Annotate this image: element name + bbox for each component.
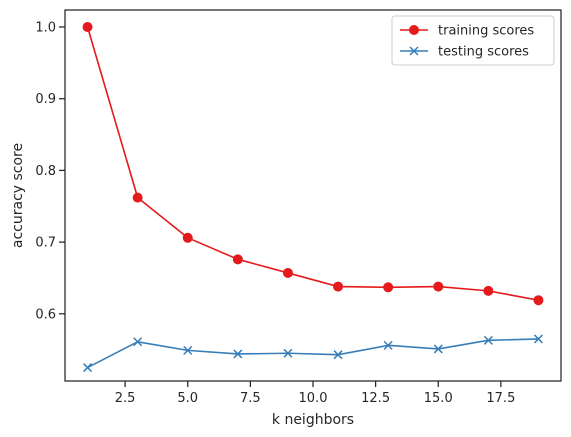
ticks: 2.5 5.0 7.5 10.0 12.5 15.0 17.5 0.6 0.7 0.8 0.9 1.0: [35, 20, 515, 406]
data-point: [183, 345, 193, 355]
legend-entry: training scores: [400, 24, 534, 39]
data-point: [433, 344, 443, 354]
data-point: [283, 348, 293, 358]
y-tick-label: 0.8: [35, 164, 56, 179]
legend-marker: [409, 46, 419, 56]
data-point: [383, 282, 394, 293]
legend-entry: testing scores: [400, 45, 529, 60]
y-tick-label: 1.0: [35, 20, 56, 35]
data-point: [333, 350, 343, 360]
data-point: [233, 349, 243, 359]
data-point: [433, 281, 444, 292]
data-point: [333, 281, 344, 292]
data-point: [483, 335, 493, 345]
y-tick-label: 0.9: [35, 92, 56, 107]
x-tick-label: 10.0: [299, 391, 328, 406]
legend-label: training scores: [438, 24, 534, 39]
y-tick-label: 0.7: [35, 236, 56, 251]
series-1: [83, 334, 543, 373]
legend: training scores testing scores: [391, 15, 555, 66]
data-point: [232, 254, 243, 265]
x-tick-label: 15.0: [424, 391, 453, 406]
x-tick-label: 12.5: [361, 391, 390, 406]
legend-marker: [409, 25, 419, 35]
legend-box: [391, 15, 555, 66]
data-point: [182, 232, 193, 243]
y-tick-label: 0.6: [35, 307, 56, 322]
data-point: [83, 363, 93, 373]
legend-label: testing scores: [438, 45, 529, 60]
series-0: [82, 21, 544, 306]
series-line: [86, 26, 539, 301]
x-tick-label: 5.0: [177, 391, 198, 406]
x-tick-label: 2.5: [115, 391, 136, 406]
data-point: [383, 340, 393, 350]
series-line: [87, 338, 539, 369]
plot-area: [82, 21, 544, 373]
data-point: [483, 285, 494, 296]
data-point: [132, 192, 143, 203]
data-point: [133, 337, 143, 347]
data-point: [82, 21, 93, 32]
data-point: [282, 267, 293, 278]
x-axis-label: k neighbors: [272, 412, 354, 428]
x-tick-label: 7.5: [240, 391, 261, 406]
y-axis-label: accuracy score: [10, 143, 26, 248]
data-point: [533, 334, 543, 344]
x-tick-label: 17.5: [486, 391, 515, 406]
data-point: [533, 295, 544, 306]
